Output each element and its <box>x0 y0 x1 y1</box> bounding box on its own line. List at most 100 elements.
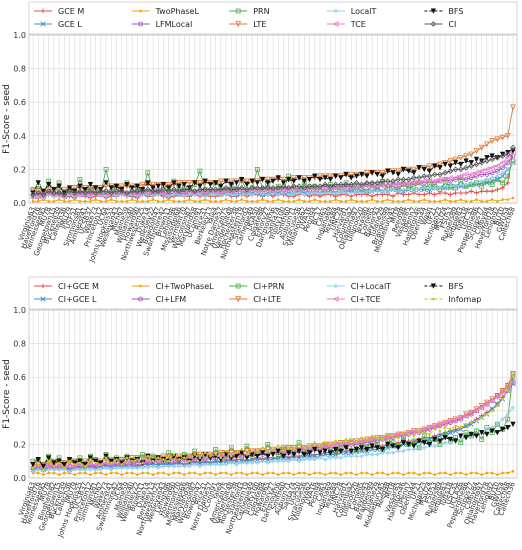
data-point <box>243 448 250 455</box>
data-point <box>183 473 186 476</box>
legend-item-ci-tce: CI+TCE <box>326 295 381 304</box>
data-point <box>349 190 354 196</box>
data-point <box>431 171 438 178</box>
data-point <box>344 200 348 203</box>
legend-label: TCE <box>350 20 366 29</box>
data-point <box>327 183 334 190</box>
data-point <box>129 188 135 195</box>
data-point <box>381 200 384 203</box>
data-point <box>452 428 459 434</box>
legend-marker <box>40 8 46 14</box>
data-point <box>177 471 181 475</box>
data-point <box>437 442 443 447</box>
data-point <box>317 450 323 456</box>
data-point <box>329 471 332 475</box>
data-point <box>218 183 224 190</box>
data-point <box>410 166 417 173</box>
data-point <box>197 168 203 174</box>
data-point <box>99 200 103 203</box>
data-point <box>156 192 161 197</box>
data-point <box>166 194 171 199</box>
data-point <box>495 174 500 179</box>
data-point <box>150 194 156 199</box>
data-point <box>412 200 416 203</box>
data-point <box>271 471 275 475</box>
y-tick-label: 0.2 <box>13 165 26 174</box>
data-point <box>406 447 411 452</box>
y-axis-label: F1-Score - seed <box>2 84 12 154</box>
data-point <box>155 183 161 190</box>
data-point <box>348 175 354 181</box>
legend-label: CI+GCE M <box>58 282 99 291</box>
data-point <box>197 192 203 197</box>
data-point <box>468 409 474 416</box>
data-point <box>166 464 171 469</box>
series-markers-infomap <box>31 374 515 471</box>
data-point <box>458 182 463 187</box>
data-point <box>155 188 162 195</box>
data-point <box>282 200 285 203</box>
data-point <box>396 189 401 194</box>
data-point <box>256 200 259 203</box>
data-point <box>306 453 313 459</box>
legend-item-lfmlocal: LFMLocal <box>131 20 192 29</box>
data-point <box>207 186 214 193</box>
data-point <box>480 200 483 203</box>
data-point <box>421 440 428 446</box>
data-point <box>68 200 71 203</box>
data-point <box>109 471 113 475</box>
data-point <box>390 178 396 185</box>
data-point <box>396 449 401 454</box>
data-point <box>198 456 202 460</box>
data-point <box>223 178 229 185</box>
data-point <box>479 183 485 189</box>
x-tick-labels: Virginia63Haverford76Tennessee95MU78Geor… <box>17 205 517 264</box>
data-point <box>209 471 212 475</box>
data-point <box>156 200 160 203</box>
data-point <box>432 185 437 190</box>
data-point <box>35 190 42 196</box>
data-point <box>307 190 312 196</box>
data-point <box>150 188 156 195</box>
data-point <box>63 466 66 470</box>
data-point <box>177 458 181 461</box>
data-point <box>108 458 114 465</box>
data-point <box>140 452 145 457</box>
data-point <box>448 184 453 189</box>
data-point <box>62 195 67 201</box>
data-point <box>219 456 223 460</box>
data-point <box>150 181 156 188</box>
legend-marker <box>235 8 241 14</box>
data-point <box>416 165 422 171</box>
data-point <box>256 451 259 455</box>
data-point <box>255 460 260 465</box>
data-point <box>78 200 82 203</box>
data-point <box>510 405 516 410</box>
data-point <box>176 183 182 190</box>
data-point <box>213 447 219 452</box>
data-point <box>151 459 155 463</box>
legend-marker <box>40 283 46 289</box>
data-point <box>66 185 73 191</box>
data-point <box>249 456 255 463</box>
data-point <box>89 458 92 461</box>
data-point <box>265 453 271 460</box>
data-point <box>254 180 261 186</box>
data-point <box>239 460 244 465</box>
data-point <box>370 434 374 438</box>
data-point <box>254 185 261 191</box>
top-chart: 0.0 0.2 0.4 0.6 0.8 1.0 F1-Score - seed Virgini… <box>2 1 518 264</box>
data-point <box>369 170 375 176</box>
series-line-bfs <box>32 150 514 194</box>
data-point <box>457 154 464 161</box>
data-point <box>322 448 328 454</box>
data-point <box>285 176 292 183</box>
data-point <box>349 454 354 459</box>
data-point <box>214 200 217 203</box>
data-point <box>88 194 93 199</box>
data-point <box>360 200 363 203</box>
data-point <box>494 394 501 401</box>
data-point <box>115 200 118 203</box>
data-point <box>266 200 270 203</box>
data-point <box>214 453 217 456</box>
